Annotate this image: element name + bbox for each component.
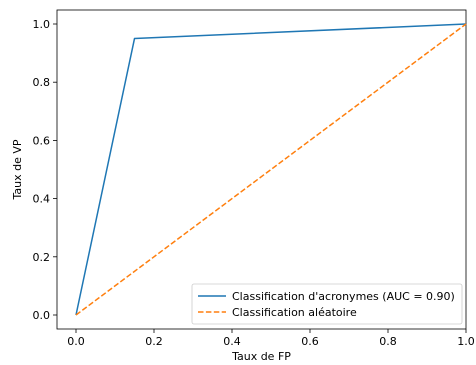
y-tick-label: 0.8 bbox=[33, 76, 51, 89]
x-tick-label: 0.8 bbox=[379, 335, 397, 348]
x-axis-label: Taux de FP bbox=[231, 350, 291, 363]
series-line-1 bbox=[75, 23, 467, 316]
y-tick-label: 0.6 bbox=[33, 134, 51, 147]
y-axis-ticks: 0.0 0.2 0.4 0.6 0.8 1.0 bbox=[33, 18, 57, 322]
y-tick-label: 0.2 bbox=[33, 251, 51, 264]
legend: Classification d'acronymes (AUC = 0.90) … bbox=[191, 283, 463, 325]
series-layer bbox=[75, 23, 467, 316]
plot-area-frame bbox=[56, 9, 467, 330]
legend-label-series-0: Classification d'acronymes (AUC = 0.90) bbox=[232, 290, 455, 303]
y-tick-label: 1.0 bbox=[33, 18, 51, 31]
y-tick-label: 0.0 bbox=[33, 309, 51, 322]
y-axis-label: Taux de VP bbox=[11, 139, 24, 200]
x-tick-label: 0.0 bbox=[67, 335, 85, 348]
x-axis-ticks: 0.0 0.2 0.4 0.6 0.8 1.0 bbox=[67, 329, 475, 348]
x-tick-label: 0.4 bbox=[223, 335, 241, 348]
x-tick-label: 0.6 bbox=[301, 335, 319, 348]
x-tick-label: 0.2 bbox=[145, 335, 163, 348]
legend-box bbox=[191, 283, 463, 325]
y-tick-label: 0.4 bbox=[33, 193, 51, 206]
x-tick-label: 1.0 bbox=[457, 335, 475, 348]
legend-label-series-1: Classification aléatoire bbox=[232, 306, 357, 319]
series-line-0 bbox=[75, 23, 467, 316]
